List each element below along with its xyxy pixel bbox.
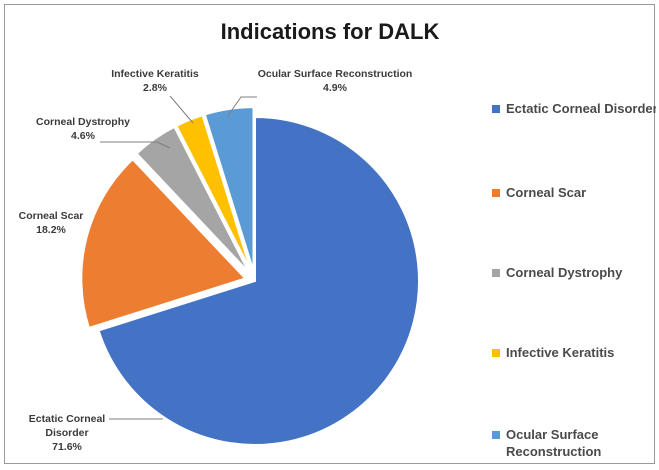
legend-label-infective-keratitis: Infective Keratitis <box>506 345 614 360</box>
chart-title: Indications for DALK <box>221 19 440 44</box>
chart-frame: Indications for DALK Ectatic Corneal Diso… <box>4 4 658 464</box>
legend-label-corneal-dystrophy: Corneal Dystrophy <box>506 265 623 280</box>
pie-slices <box>80 106 420 446</box>
legend-label-ocular-surface-reconstruction: Ocular Surface Reconstruction <box>506 427 601 459</box>
data-label-corneal-dystrophy: Corneal Dystrophy 4.6% <box>36 116 130 142</box>
leader-line-ocular-surface-reconstruction <box>226 96 257 118</box>
pie-slice-ocular-surface-reconstruction <box>203 106 255 272</box>
pie-slice-corneal-scar <box>80 157 248 330</box>
data-label-ectatic-corneal-disorder: Ectatic Corneal Disorder 71.6% <box>29 413 106 453</box>
legend-swatch-ectatic-corneal-disorder <box>492 105 500 113</box>
data-label-corneal-scar: Corneal Scar 18.2% <box>19 210 84 236</box>
legend-swatch-infective-keratitis <box>492 349 500 357</box>
legend-swatch-corneal-scar <box>492 189 500 197</box>
pie-slice-corneal-dystrophy <box>135 125 251 274</box>
legend-label-corneal-scar: Corneal Scar <box>506 185 586 200</box>
leader-line-corneal-dystrophy <box>100 141 171 149</box>
legend: Ectatic Corneal Disorder Corneal Scar Corn… <box>492 101 658 459</box>
data-label-infective-keratitis: Infective Keratitis 2.8% <box>111 68 199 94</box>
data-labels: Ectatic Corneal Disorder 71.6% Corneal Scar… <box>19 68 413 453</box>
legend-swatch-corneal-dystrophy <box>492 269 500 277</box>
legend-label-ectatic-corneal-disorder: Ectatic Corneal Disorder <box>506 101 656 116</box>
leader-line-infective-keratitis <box>169 95 194 124</box>
pie-slice-ectatic-corneal-disorder <box>97 115 420 446</box>
pie-slice-infective-keratitis <box>175 113 253 273</box>
leader-lines <box>100 95 257 420</box>
pie-chart: Indications for DALK Ectatic Corneal Diso… <box>19 19 658 459</box>
data-label-ocular-surface-reconstruction: Ocular Surface Reconstruction 4.9% <box>258 68 413 94</box>
legend-swatch-ocular-surface-reconstruction <box>492 431 500 439</box>
